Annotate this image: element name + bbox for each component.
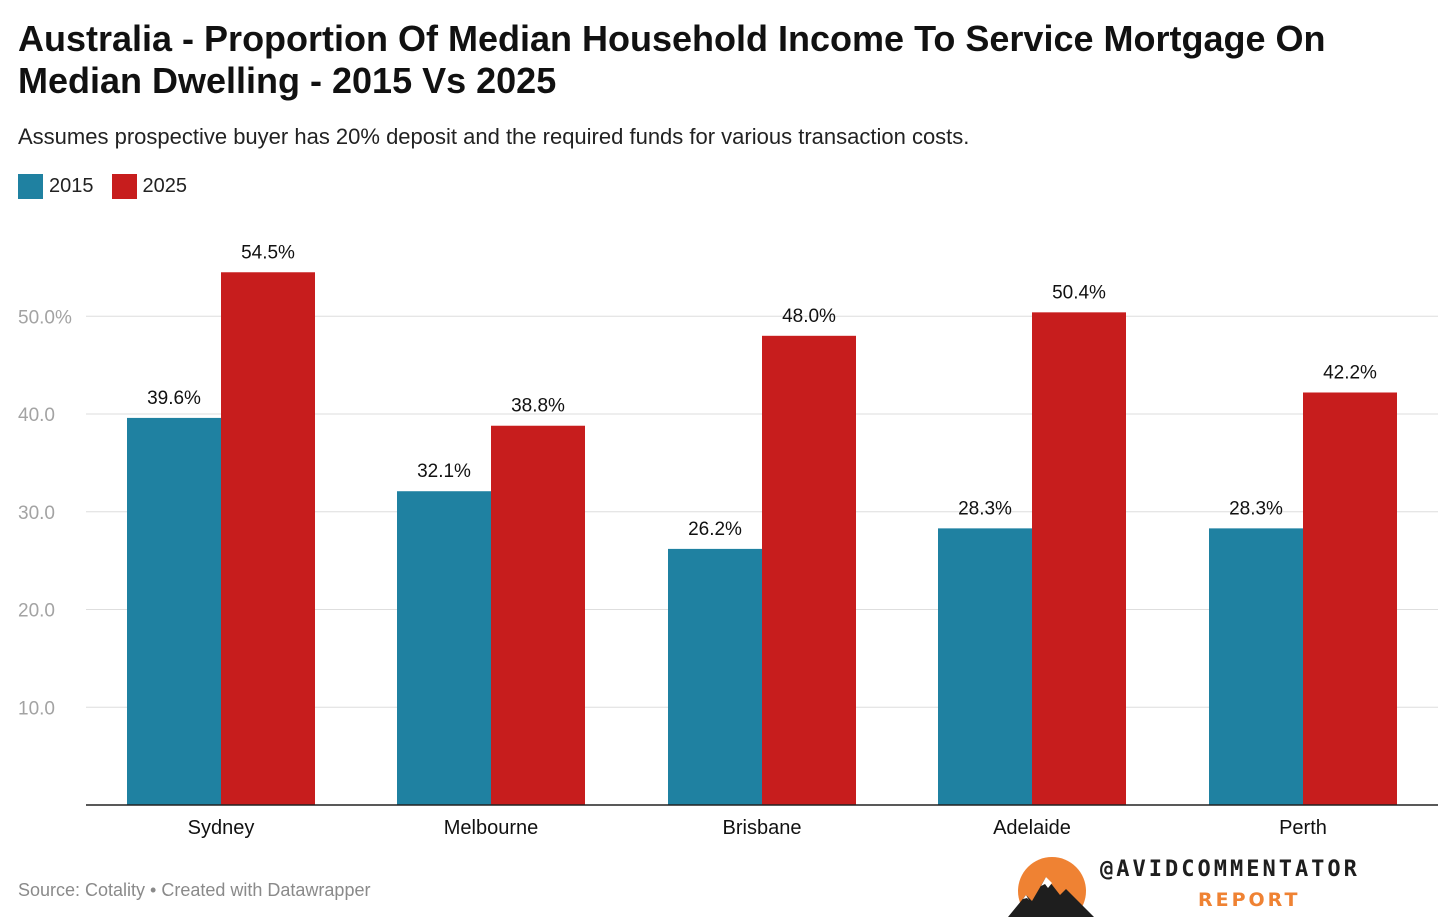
brand-subtitle: REPORT — [1198, 889, 1301, 911]
bar-2025-perth — [1303, 392, 1397, 805]
chart-subtitle: Assumes prospective buyer has 20% deposi… — [18, 124, 970, 149]
data-label: 54.5% — [241, 242, 295, 263]
brand-handle: @AVIDCOMMENTATOR — [1100, 857, 1360, 882]
bar-2025-sydney — [221, 272, 315, 805]
mountain-sun-icon — [1008, 857, 1098, 919]
source-note: Source: Cotality • Created with Datawrap… — [18, 880, 371, 900]
data-label: 28.3% — [958, 498, 1012, 519]
y-tick-label: 40.0 — [18, 405, 55, 426]
x-tick-label: Adelaide — [993, 817, 1071, 839]
bar-2025-brisbane — [762, 335, 856, 805]
x-tick-label: Sydney — [188, 817, 255, 839]
data-label: 39.6% — [147, 388, 201, 409]
y-tick-label: 50.0% — [18, 307, 72, 328]
y-tick-label: 30.0 — [18, 503, 55, 524]
chart-title: Australia - Proportion Of Median Househo… — [18, 18, 1326, 101]
legend-item-2025: 2025 — [111, 174, 188, 199]
legend-label-2015: 2015 — [49, 175, 94, 197]
data-label: 28.3% — [1229, 498, 1283, 519]
data-label: 50.4% — [1052, 282, 1106, 303]
legend-label-2025: 2025 — [142, 175, 188, 197]
x-tick-label: Brisbane — [723, 817, 802, 839]
bar-2015-perth — [1209, 528, 1303, 805]
x-tick-label: Melbourne — [444, 817, 539, 839]
bar-2025-adelaide — [1032, 312, 1126, 805]
data-label: 48.0% — [782, 306, 836, 327]
brand-logo: @AVIDCOMMENTATOR REPORT — [1008, 855, 1448, 919]
bar-2025-melbourne — [491, 425, 585, 805]
bar-2015-brisbane — [668, 548, 762, 805]
legend-item-2015: 2015 — [18, 174, 94, 199]
x-tick-label: Perth — [1279, 817, 1327, 839]
bar-2015-sydney — [127, 417, 221, 805]
bar-2015-adelaide — [938, 528, 1032, 805]
legend-swatch-2015 — [18, 174, 43, 199]
legend: 2015 2025 — [18, 174, 205, 199]
y-tick-label: 10.0 — [18, 698, 55, 719]
data-label: 26.2% — [688, 519, 742, 540]
data-label: 42.2% — [1323, 362, 1377, 383]
data-label: 38.8% — [511, 396, 565, 417]
bar-2015-melbourne — [397, 491, 491, 805]
data-label: 32.1% — [417, 461, 471, 482]
y-tick-label: 20.0 — [18, 601, 55, 622]
legend-swatch-2025 — [111, 174, 137, 199]
